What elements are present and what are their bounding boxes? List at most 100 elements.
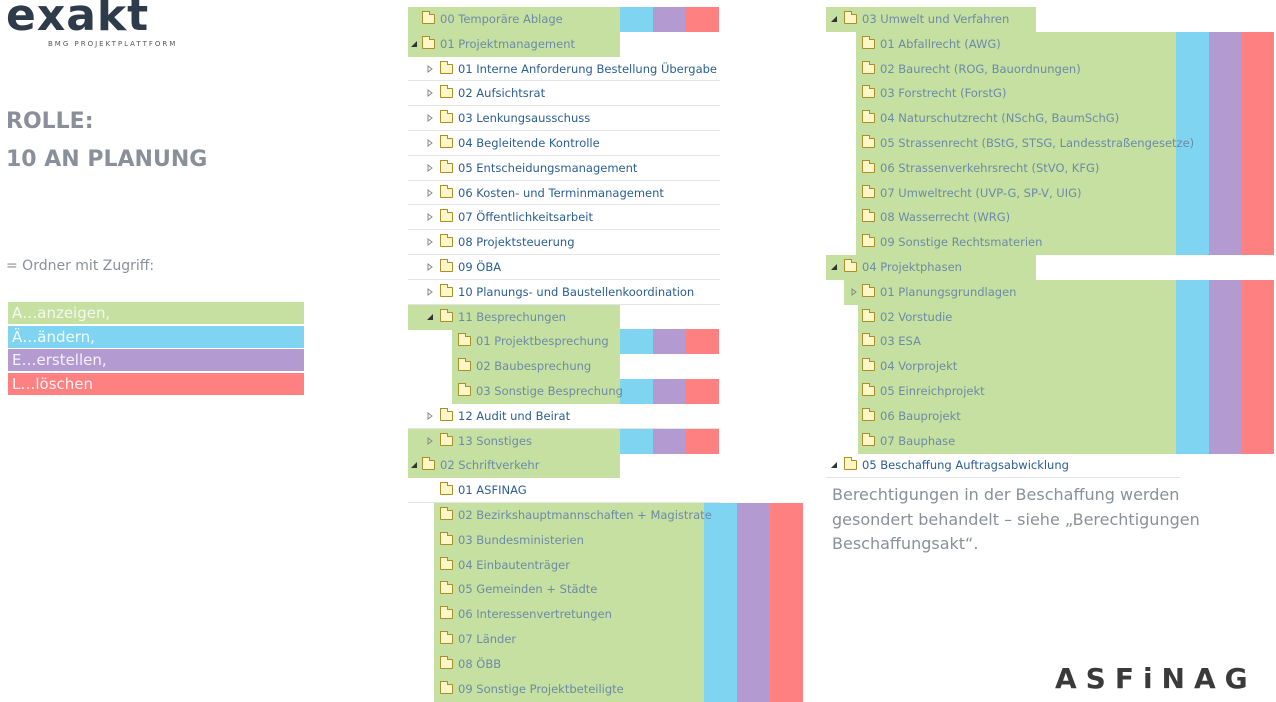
folder-label[interactable]: 09 Sonstige Rechtsmaterien: [880, 235, 1043, 250]
expanded-arrow[interactable]: [830, 263, 838, 271]
folder-icon: [440, 159, 453, 173]
folder-label[interactable]: 06 Interessenvertretungen: [458, 607, 612, 622]
expanded-arrow[interactable]: [426, 313, 434, 321]
folder-label[interactable]: 03 Bundesministerien: [458, 532, 584, 547]
collapsed-arrow[interactable]: [426, 411, 434, 420]
folder-label[interactable]: 05 Entscheidungsmanagement: [458, 160, 638, 175]
folder-label[interactable]: 01 Interne Anforderung Bestellung Überga…: [458, 61, 718, 76]
legend-title: = Ordner mit Zugriff:: [6, 258, 155, 274]
row-separator: [408, 179, 720, 181]
folder-label[interactable]: 05 Einreichprojekt: [880, 384, 985, 398]
folder-icon: [844, 259, 857, 272]
folder-icon: [440, 407, 453, 421]
expanded-arrow[interactable]: [410, 40, 418, 48]
access-loeschen: [1241, 379, 1275, 405]
collapsed-arrow[interactable]: [850, 287, 858, 296]
collapsed-arrow[interactable]: [426, 238, 434, 247]
access-aendern: [1176, 230, 1209, 256]
folder-icon: [422, 457, 435, 471]
access-erstellen: [653, 428, 687, 454]
collapsed-arrow[interactable]: [426, 89, 434, 98]
folder-label[interactable]: 11 Besprechungen: [458, 309, 566, 324]
folder-label[interactable]: 01 Abfallrecht (AWG): [880, 36, 1001, 51]
folder-label[interactable]: 06 Bauprojekt: [880, 408, 961, 423]
folder-label[interactable]: 12 Audit und Beirat: [458, 408, 571, 423]
access-aendern: [1176, 205, 1209, 231]
folder-label[interactable]: 02 Baurecht (ROG, Bauordnungen): [880, 61, 1081, 76]
access-erstellen: [1208, 354, 1242, 380]
expanded-arrow[interactable]: [830, 15, 838, 23]
access-loeschen: [1241, 180, 1275, 206]
folder-label[interactable]: 02 Bezirkshauptmannschaften + Magistrate: [458, 508, 712, 522]
access-loeschen: [770, 676, 804, 702]
folder-label[interactable]: 06 Strassenverkehrsrecht (StVO, KFG): [880, 160, 1100, 175]
expanded-arrow[interactable]: [830, 461, 838, 469]
folder-icon: [862, 110, 875, 124]
row-highlight: [858, 304, 1176, 330]
access-aendern: [1176, 379, 1209, 405]
collapsed-arrow[interactable]: [426, 163, 434, 172]
folder-label[interactable]: 01 ASFINAG: [458, 483, 527, 498]
row-highlight: [858, 403, 1176, 429]
folder-label[interactable]: 03 Lenkungsausschuss: [458, 111, 591, 126]
folder-label[interactable]: 10 Planungs- und Baustellenkoordination: [458, 284, 695, 299]
access-aendern: [704, 577, 738, 603]
folder-label[interactable]: 07 Umweltrecht (UVP-G, SP-V, UIG): [880, 185, 1082, 200]
access-aendern: [1176, 56, 1209, 82]
folder-icon: [458, 358, 471, 372]
access-loeschen: [770, 527, 804, 553]
note-line: Beschaffungsakt“.: [832, 534, 979, 553]
collapsed-arrow[interactable]: [426, 188, 434, 197]
access-erstellen: [1208, 379, 1242, 405]
folder-label[interactable]: 02 Vorstudie: [880, 309, 953, 324]
folder-label[interactable]: 08 ÖBB: [458, 656, 502, 671]
folder-label[interactable]: 04 Begleitende Kontrolle: [458, 136, 600, 150]
folder-label[interactable]: 07 Öffentlichkeitsarbeit: [458, 210, 594, 225]
folder-label[interactable]: 06 Kosten- und Terminmanagement: [458, 185, 664, 200]
folder-label[interactable]: 05 Beschaffung Auftragsabwicklung: [862, 458, 1069, 473]
folder-label[interactable]: 03 Sonstige Besprechung: [476, 384, 623, 398]
folder-label[interactable]: 13 Sonstiges: [458, 433, 532, 448]
collapsed-arrow[interactable]: [426, 287, 434, 296]
row-highlight: [856, 205, 1176, 231]
row-highlight: [452, 379, 620, 405]
collapsed-arrow[interactable]: [426, 139, 434, 147]
expanded-arrow[interactable]: [410, 461, 418, 469]
access-erstellen: [1208, 304, 1242, 330]
folder-label[interactable]: 03 Forstrecht (ForstG): [880, 86, 1007, 101]
folder-label[interactable]: 01 Planungsgrundlagen: [880, 284, 1017, 299]
folder-label[interactable]: 04 Vorprojekt: [880, 359, 958, 374]
collapsed-arrow[interactable]: [426, 436, 434, 445]
folder-label[interactable]: 01 Projektbesprechung: [476, 334, 609, 349]
collapsed-arrow[interactable]: [426, 213, 434, 222]
folder-label[interactable]: 01 Projektmanagement: [440, 36, 576, 51]
folder-label[interactable]: 07 Länder: [458, 632, 517, 646]
folder-label[interactable]: 05 Strassenrecht (BStG, STSG, Landesstra…: [880, 136, 1195, 150]
folder-label[interactable]: 05 Gemeinden + Städte: [458, 582, 598, 597]
folder-label[interactable]: 08 Projektsteuerung: [458, 235, 575, 250]
folder-label[interactable]: 04 Einbautenträger: [458, 557, 570, 572]
role-label: ROLLE:: [6, 109, 94, 134]
row-highlight: [408, 453, 620, 479]
folder-icon: [440, 110, 453, 124]
folder-label[interactable]: 03 ESA: [880, 334, 921, 349]
folder-label[interactable]: 04 Naturschutzrecht (NSchG, BaumSchG): [880, 111, 1120, 126]
folder-label[interactable]: 08 Wasserrecht (WRG): [880, 210, 1011, 225]
collapsed-arrow[interactable]: [426, 114, 434, 123]
folder-label[interactable]: 09 ÖBA: [458, 260, 502, 274]
folder-label[interactable]: 09 Sonstige Projektbeteiligte: [458, 681, 624, 696]
folder-label[interactable]: 07 Bauphase: [880, 433, 956, 448]
tagline: BMG PROJEKTPLATTFORM: [48, 40, 178, 48]
access-erstellen: [1208, 31, 1242, 57]
folder-label[interactable]: 02 Schriftverkehr: [440, 458, 540, 473]
folder-label[interactable]: 02 Aufsichtsrat: [458, 86, 546, 101]
folder-label[interactable]: 02 Baubesprechung: [476, 359, 592, 374]
collapsed-arrow[interactable]: [426, 263, 434, 271]
folder-label[interactable]: 04 Projektphasen: [862, 260, 962, 274]
folder-label[interactable]: 03 Umwelt und Verfahren: [862, 12, 1010, 26]
folder-label[interactable]: 00 Temporäre Ablage: [440, 12, 563, 26]
collapsed-arrow[interactable]: [426, 64, 434, 73]
access-loeschen: [1241, 304, 1275, 330]
access-aendern: [1176, 131, 1209, 157]
